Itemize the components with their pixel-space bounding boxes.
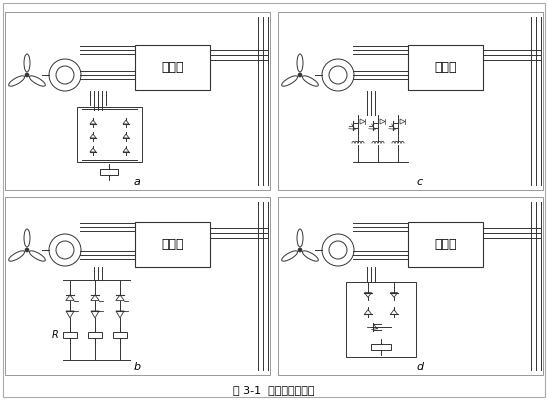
Polygon shape: [90, 120, 96, 124]
Bar: [278, 197, 543, 375]
Bar: [278, 12, 543, 190]
Polygon shape: [390, 293, 398, 298]
Circle shape: [25, 248, 29, 252]
Circle shape: [322, 59, 354, 91]
Text: a: a: [134, 177, 140, 187]
Polygon shape: [364, 293, 372, 298]
Polygon shape: [90, 134, 96, 138]
Text: 变流器: 变流器: [161, 61, 184, 74]
Polygon shape: [123, 148, 129, 152]
Polygon shape: [390, 310, 398, 314]
Bar: [135, 45, 210, 90]
Bar: [113, 332, 127, 338]
Circle shape: [49, 59, 81, 91]
Text: 图 3-1  主动式撬棒电路: 图 3-1 主动式撬棒电路: [233, 385, 315, 395]
Text: c: c: [417, 177, 423, 187]
Polygon shape: [364, 310, 372, 314]
Bar: [135, 222, 210, 267]
Bar: [408, 45, 483, 90]
Bar: [408, 222, 483, 267]
Bar: [77, 107, 142, 162]
Circle shape: [25, 73, 29, 77]
Polygon shape: [123, 134, 129, 138]
Bar: [88, 332, 102, 338]
Bar: [63, 332, 77, 338]
Polygon shape: [116, 311, 124, 318]
Text: b: b: [133, 362, 141, 372]
Polygon shape: [380, 119, 385, 124]
Polygon shape: [90, 148, 96, 152]
Text: 变流器: 变流器: [434, 61, 456, 74]
Circle shape: [322, 234, 354, 266]
Text: R: R: [52, 330, 59, 340]
Bar: [100, 169, 118, 175]
Bar: [346, 282, 416, 357]
Circle shape: [298, 248, 302, 252]
Bar: [5, 12, 270, 190]
Polygon shape: [400, 119, 405, 124]
Circle shape: [298, 73, 302, 77]
Polygon shape: [91, 295, 99, 300]
Polygon shape: [123, 120, 129, 124]
Circle shape: [49, 234, 81, 266]
Text: 变流器: 变流器: [161, 238, 184, 251]
Polygon shape: [66, 295, 74, 300]
Polygon shape: [360, 119, 365, 124]
Text: 变流器: 变流器: [434, 238, 456, 251]
Bar: [371, 344, 391, 350]
Polygon shape: [116, 295, 124, 300]
Text: d: d: [416, 362, 424, 372]
Polygon shape: [91, 311, 99, 318]
Bar: [5, 197, 270, 375]
Polygon shape: [66, 311, 74, 318]
